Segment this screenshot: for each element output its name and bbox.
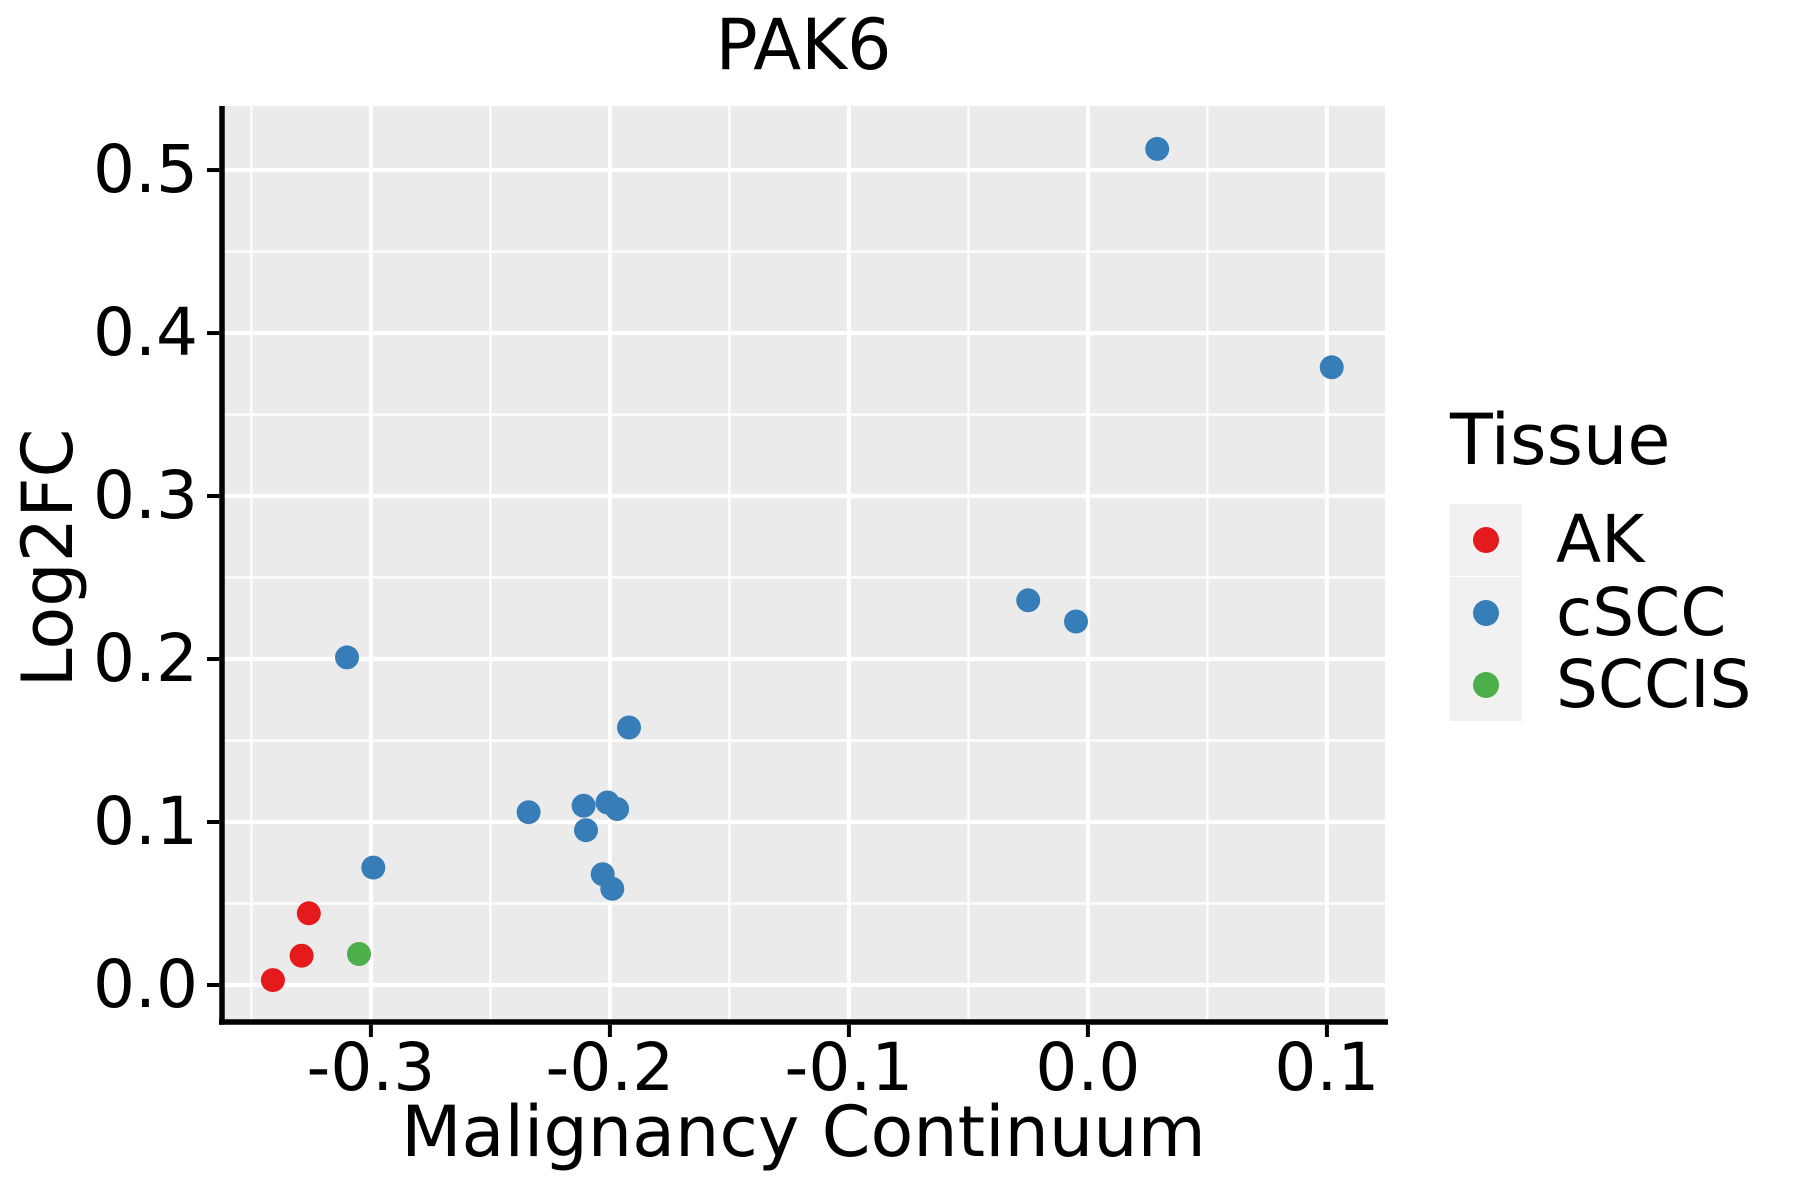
chart-title: PAK6 (715, 4, 892, 86)
legend-title: Tissue (1450, 399, 1671, 481)
data-point-cscc (361, 855, 386, 880)
data-point-cscc (516, 800, 541, 825)
data-point-cscc (605, 797, 630, 821)
x-tick-label-2: -0.1 (784, 1029, 914, 1106)
data-point-cscc (600, 876, 625, 901)
x-tick-label-0: -0.3 (306, 1029, 436, 1106)
legend-label-ak: AK (1556, 501, 1645, 578)
data-point-sccis (347, 942, 371, 966)
data-point-cscc (617, 715, 641, 740)
legend-item-sccis: SCCIS (1450, 649, 1751, 721)
data-point-cscc (574, 818, 598, 843)
data-point-cscc (1145, 136, 1170, 161)
y-tick-label-4: 0.4 (93, 294, 198, 372)
legend-key-cscc (1450, 576, 1522, 649)
legend-marker-ak-icon (1473, 527, 1499, 553)
legend-item-ak: AK (1450, 504, 1644, 576)
data-point-ak (296, 901, 321, 926)
legend-key-ak (1450, 504, 1522, 576)
legend-marker-sccis-icon (1473, 672, 1499, 698)
legend-key-sccis (1450, 649, 1522, 721)
data-point-cscc (335, 645, 359, 670)
y-tick-label-1: 0.1 (93, 783, 198, 860)
data-point-cscc (1016, 588, 1041, 613)
data-point-cscc (1064, 609, 1088, 634)
x-tick-label-1: -0.2 (545, 1029, 675, 1106)
legend-marker-cscc-icon (1473, 599, 1499, 626)
panel-background (222, 106, 1385, 1022)
y-axis-title: Log2FC (7, 428, 89, 688)
x-tick-label-3: 0.0 (1035, 1029, 1141, 1106)
data-point-ak (289, 943, 314, 968)
y-tick-label-3: 0.3 (93, 457, 198, 535)
y-tick-label-2: 0.2 (93, 620, 198, 698)
legend-label-sccis: SCCIS (1556, 646, 1752, 723)
data-point-cscc (1319, 355, 1344, 380)
y-tick-label-5: 0.5 (93, 131, 198, 209)
data-point-ak (260, 968, 285, 993)
x-axis-title: Malignancy Continuum (401, 1091, 1206, 1173)
y-tick-label-0: 0.0 (93, 946, 198, 1023)
legend-item-cscc: cSCC (1450, 573, 1727, 651)
x-tick-label-4: 0.1 (1274, 1029, 1380, 1106)
legend-label-cscc: cSCC (1556, 573, 1727, 651)
legend: Tissue AK cSCC SCCIS (1448, 0, 1800, 1200)
data-point-cscc (571, 793, 596, 818)
